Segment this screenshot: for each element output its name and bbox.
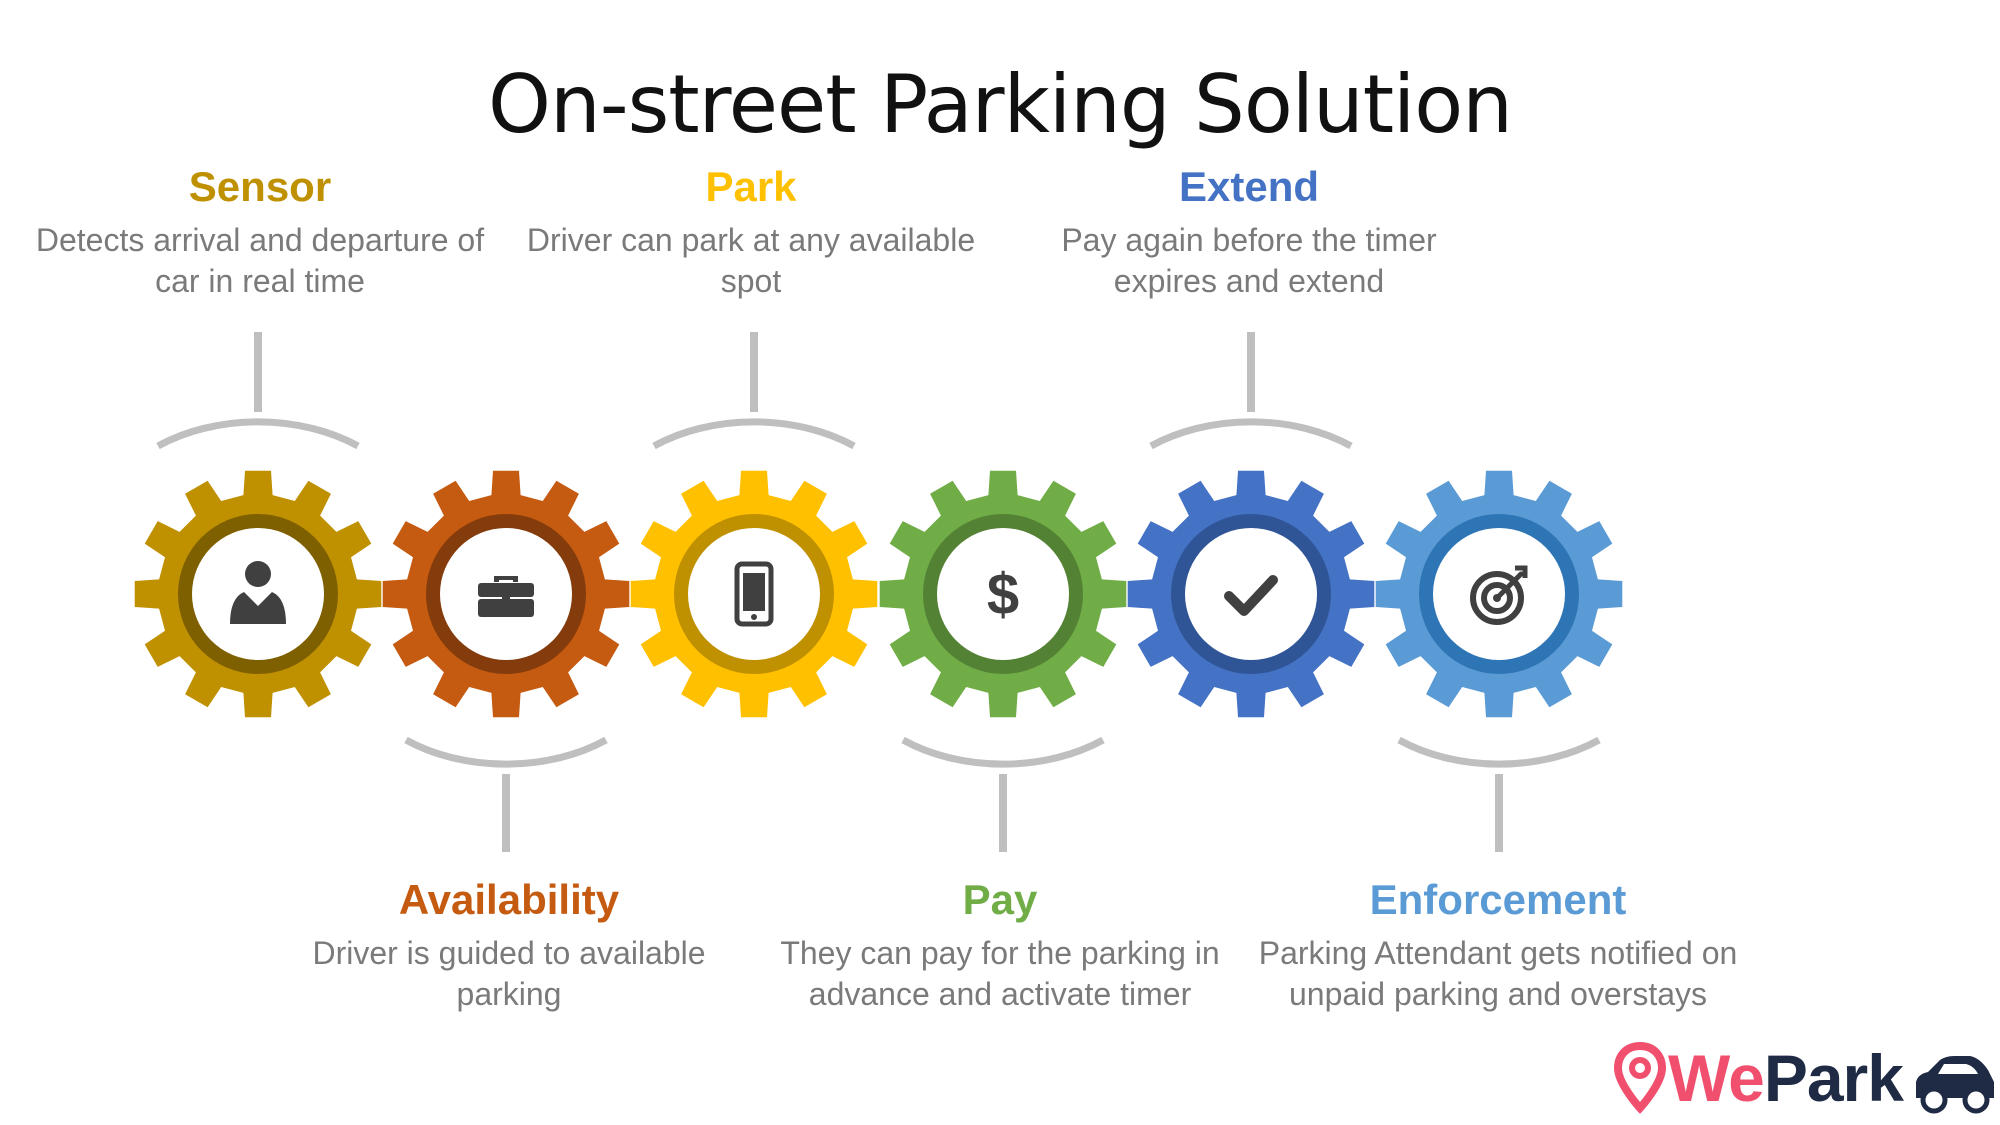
connector-arc — [652, 418, 856, 450]
connector-enforcement — [1397, 736, 1601, 852]
connector-arc — [404, 736, 608, 768]
connector-sensor — [156, 332, 360, 450]
step-title-enforcement: Enforcement — [1369, 876, 1627, 923]
connector-park — [652, 332, 856, 450]
step-text-sensor: Sensor Detects arrival and departure of … — [20, 162, 500, 302]
connector-arc — [1149, 418, 1353, 450]
gear-availability — [382, 470, 630, 718]
step-desc-availability: Driver is guided to available parking — [312, 935, 706, 1012]
connector-arc — [156, 418, 360, 450]
gear-sensor-hub — [192, 528, 324, 660]
page-title: On-street Parking Solution — [488, 58, 1513, 151]
gear-pay: $ — [879, 470, 1127, 718]
connector-availability — [404, 736, 608, 852]
step-text-pay: Pay They can pay for the parking in adva… — [760, 875, 1240, 1015]
car-icon — [1916, 1056, 1994, 1114]
step-title-pay: Pay — [962, 876, 1038, 923]
dollar-icon: $ — [987, 562, 1019, 627]
connector-extend — [1149, 332, 1353, 450]
step-title-park: Park — [705, 163, 797, 210]
gear-sensor — [134, 470, 382, 718]
connectors — [156, 332, 1601, 852]
step-text-availability: Availability Driver is guided to availab… — [269, 875, 749, 1015]
gear-enforcement — [1375, 470, 1623, 718]
checkmark-icon — [1224, 575, 1278, 616]
weparks-logo: WePark — [1610, 1038, 2000, 1118]
step-text-enforcement: Enforcement Parking Attendant gets notif… — [1258, 875, 1738, 1015]
gear-extend — [1127, 470, 1375, 718]
step-desc-extend: Pay again before the timer expires and e… — [1061, 222, 1437, 299]
gear-pay-hub — [937, 528, 1069, 660]
step-desc-sensor: Detects arrival and departure of car in … — [35, 222, 485, 299]
step-title-extend: Extend — [1178, 163, 1320, 210]
gear-extend-hub — [1185, 528, 1317, 660]
logo-text-park: Park — [1763, 1041, 1904, 1115]
connector-arc — [901, 736, 1105, 768]
gears: $ — [134, 470, 1623, 718]
step-desc-park: Driver can park at any available spot — [526, 222, 976, 299]
step-desc-enforcement: Parking Attendant gets notified on unpai… — [1258, 935, 1738, 1012]
logo-text-we: We — [1668, 1041, 1765, 1115]
step-title-availability: Availability — [398, 876, 620, 923]
step-text-extend: Extend Pay again before the timer expire… — [1009, 162, 1489, 302]
connector-pay — [901, 736, 1105, 852]
location-pin-icon — [1613, 1041, 1667, 1114]
gear-park — [630, 470, 878, 718]
logo-text: WePark — [1668, 1038, 1904, 1118]
step-title-sensor: Sensor — [188, 163, 332, 210]
connector-arc — [1397, 736, 1601, 768]
step-desc-pay: They can pay for the parking in advance … — [780, 935, 1220, 1012]
step-text-park: Park Driver can park at any available sp… — [511, 162, 991, 302]
target-icon — [1470, 565, 1528, 625]
